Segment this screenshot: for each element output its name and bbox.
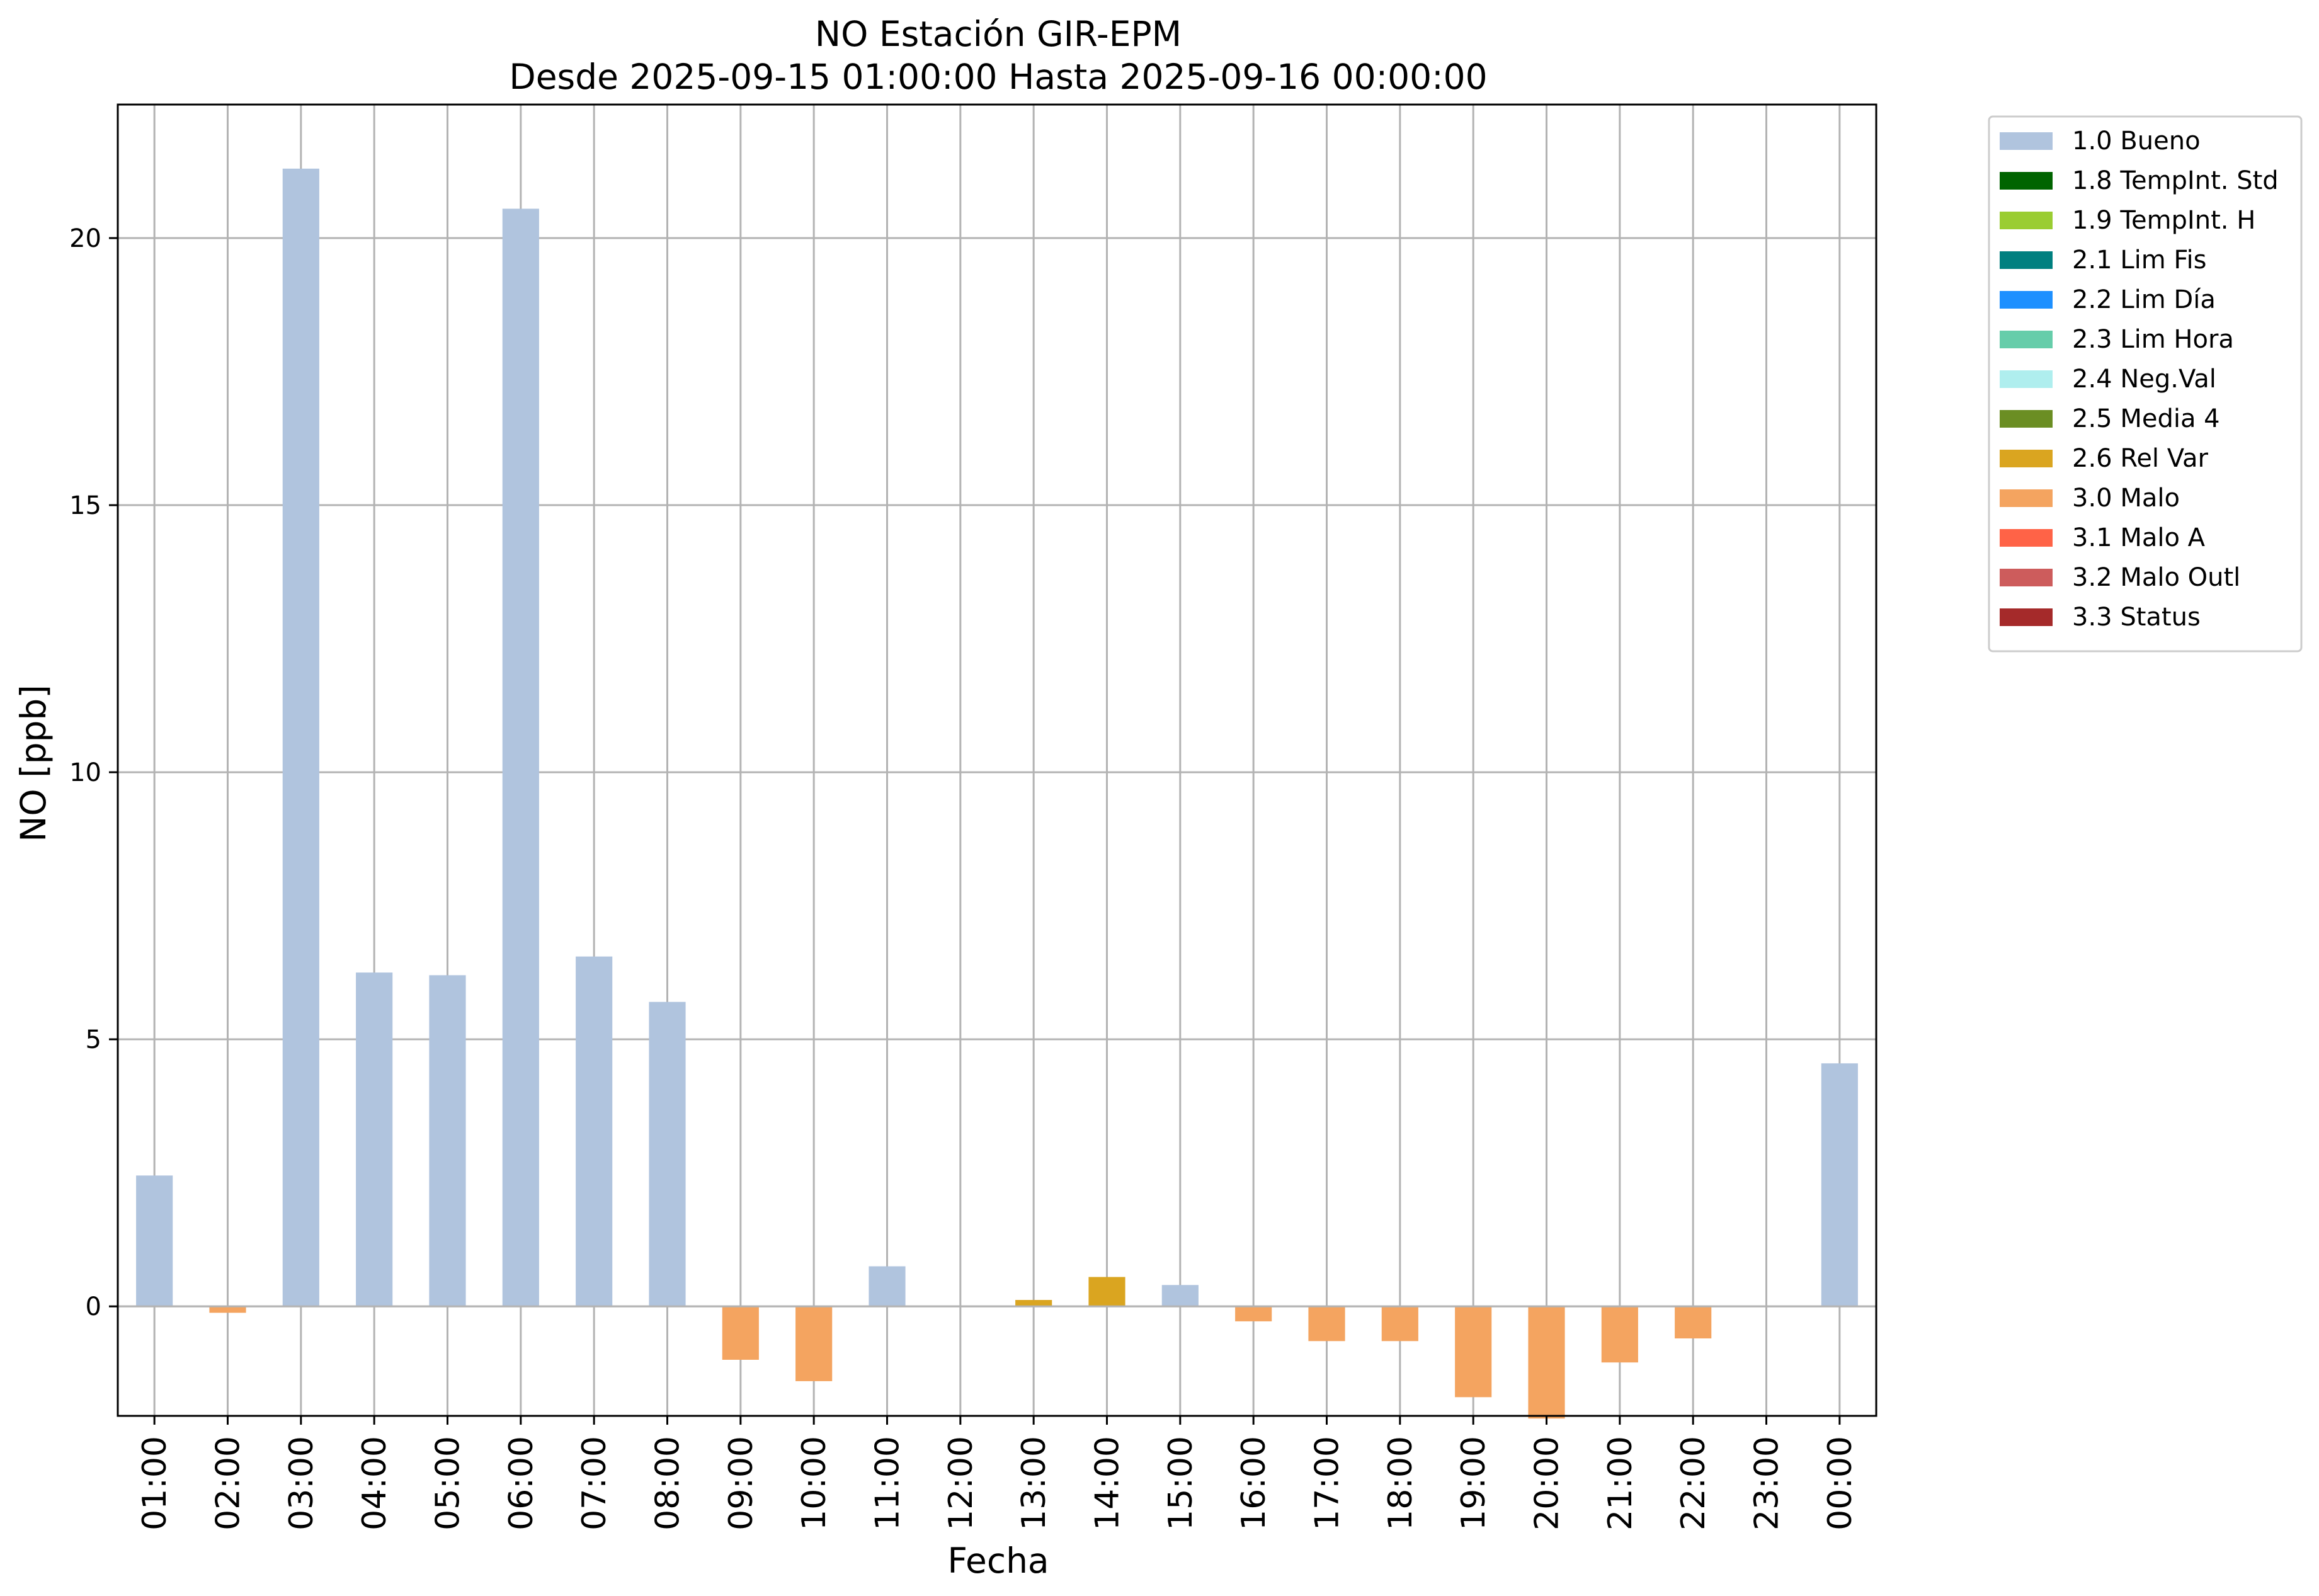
y-tick-label: 20 (69, 224, 101, 253)
legend-swatch (2000, 132, 2053, 150)
bar-0200 (209, 1306, 246, 1313)
bar-0300 (282, 168, 319, 1307)
x-tick-label: 01:00 (136, 1436, 174, 1530)
x-tick-label: 19:00 (1455, 1436, 1493, 1530)
legend-label: 2.6 Rel Var (2072, 444, 2209, 473)
plot-area (117, 103, 1877, 1417)
x-axis-ticks: 01:00 02:00 03:00 04:00 05:00 06:00 07:00 08:00… (136, 1416, 1859, 1530)
x-tick-label: 15:00 (1162, 1436, 1200, 1530)
bar-1400 (1088, 1277, 1125, 1307)
legend-label: 2.4 Neg.Val (2072, 365, 2216, 394)
y-tick-label: 10 (69, 758, 101, 787)
bar-2200 (1675, 1306, 1712, 1339)
bar-0600 (502, 208, 539, 1307)
x-tick-label: 10:00 (795, 1436, 833, 1530)
bar-1800 (1381, 1306, 1418, 1342)
legend-swatch (2000, 251, 2053, 269)
chart-subtitle: Desde 2025-09-15 01:00:00 Hasta 2025-09-… (509, 57, 1487, 97)
legend-label: 1.8 TempInt. Std (2072, 166, 2279, 195)
legend-swatch (2000, 529, 2053, 547)
bar-1100 (869, 1266, 906, 1307)
bar-1600 (1235, 1306, 1272, 1321)
legend-swatch (2000, 291, 2053, 309)
y-tick-label: 0 (86, 1292, 101, 1321)
bar-0700 (576, 956, 613, 1307)
y-axis-label: NO [ppb] (13, 685, 54, 842)
x-tick-label: 04:00 (356, 1436, 394, 1530)
bar-0100 (136, 1175, 173, 1307)
bar-1700 (1308, 1306, 1345, 1342)
bar-0000 (1821, 1063, 1858, 1307)
chart-title: NO Estación GIR-EPM (815, 14, 1182, 54)
legend-label: 2.2 Lim Día (2072, 285, 2216, 314)
x-tick-label: 11:00 (869, 1436, 907, 1530)
legend-label: 3.3 Status (2072, 603, 2201, 632)
y-axis-ticks: 0 5 10 15 20 (69, 224, 118, 1321)
x-tick-label: 03:00 (283, 1436, 321, 1530)
legend-swatch (2000, 370, 2053, 388)
x-tick-label: 05:00 (430, 1436, 467, 1530)
legend-label: 1.9 TempInt. H (2072, 206, 2255, 235)
legend-label: 3.1 Malo A (2072, 523, 2206, 552)
legend-label: 3.2 Malo Outl (2072, 563, 2240, 592)
x-tick-label: 21:00 (1602, 1436, 1639, 1530)
x-tick-label: 07:00 (576, 1436, 613, 1530)
y-tick-label: 5 (86, 1025, 101, 1054)
y-tick-label: 15 (69, 491, 101, 520)
x-tick-label: 18:00 (1382, 1436, 1420, 1530)
x-tick-label: 09:00 (722, 1436, 760, 1530)
x-tick-label: 14:00 (1089, 1436, 1127, 1530)
legend-swatch (2000, 410, 2053, 428)
bar-0500 (429, 975, 466, 1307)
legend-label: 3.0 Malo (2072, 484, 2180, 513)
x-tick-label: 02:00 (210, 1436, 248, 1530)
bar-2100 (1601, 1306, 1638, 1363)
legend-swatch (2000, 212, 2053, 229)
x-tick-label: 00:00 (1821, 1436, 1859, 1530)
legend-swatch (2000, 569, 2053, 586)
legend-swatch (2000, 172, 2053, 190)
x-tick-label: 16:00 (1235, 1436, 1273, 1530)
bar-1500 (1161, 1285, 1199, 1307)
legend-swatch (2000, 608, 2053, 626)
bar-1000 (795, 1306, 833, 1381)
x-tick-label: 06:00 (503, 1436, 540, 1530)
x-tick-label: 08:00 (649, 1436, 687, 1530)
legend-label: 1.0 Bueno (2072, 127, 2201, 156)
legend-label: 2.1 Lim Fis (2072, 246, 2206, 275)
x-tick-label: 23:00 (1748, 1436, 1786, 1530)
legend: 1.0 Bueno 1.8 TempInt. Std 1.9 TempInt. H 2… (1988, 115, 2303, 653)
legend-swatch (2000, 450, 2053, 467)
x-tick-label: 17:00 (1309, 1436, 1347, 1530)
legend-box (1988, 115, 2303, 653)
x-tick-label: 20:00 (1529, 1436, 1566, 1530)
bar-1900 (1455, 1306, 1492, 1398)
legend-swatch (2000, 331, 2053, 348)
x-tick-label: 13:00 (1015, 1436, 1053, 1530)
bar-1300 (1015, 1299, 1052, 1307)
legend-label: 2.3 Lim Hora (2072, 325, 2234, 354)
bar-2000 (1528, 1306, 1565, 1419)
legend-label: 2.5 Media 4 (2072, 404, 2220, 433)
bar-0900 (722, 1306, 759, 1360)
bar-0400 (356, 972, 393, 1307)
x-tick-label: 22:00 (1675, 1436, 1712, 1530)
bar-0800 (649, 1001, 686, 1307)
x-axis-label: Fecha (947, 1541, 1049, 1581)
legend-swatch (2000, 489, 2053, 507)
bars (136, 168, 1858, 1419)
x-tick-label: 12:00 (942, 1436, 980, 1530)
